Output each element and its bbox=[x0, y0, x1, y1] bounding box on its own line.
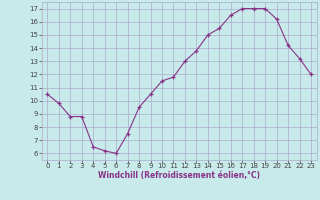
X-axis label: Windchill (Refroidissement éolien,°C): Windchill (Refroidissement éolien,°C) bbox=[98, 171, 260, 180]
